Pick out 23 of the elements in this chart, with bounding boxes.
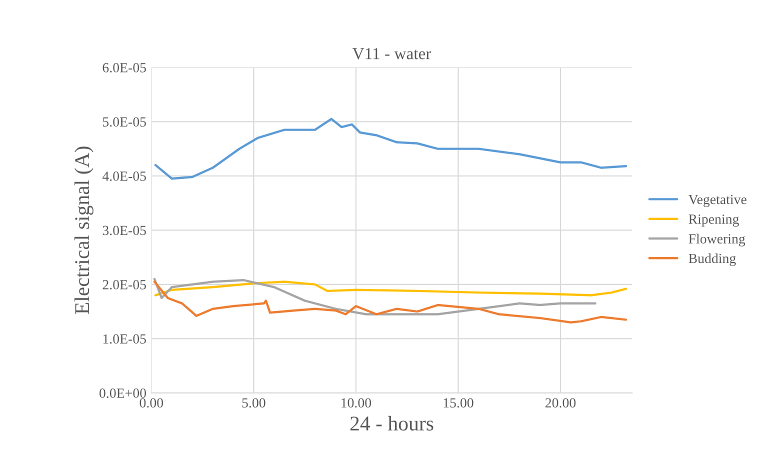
y-tick-label: 0.0E+00 (100, 388, 146, 398)
x-tick-label: 10.00 (342, 398, 372, 408)
legend-label: Ripening (688, 214, 739, 227)
legend-label: Flowering (688, 234, 746, 246)
line-series (154, 118, 628, 180)
chart-title: V11 - water (352, 48, 432, 60)
x-tick-label: 20.00 (545, 398, 576, 408)
y-tick-label: 4.0E-05 (102, 172, 146, 181)
x-tick-label: 15.00 (444, 398, 474, 408)
x-axis-title: 24 - hours (350, 416, 434, 431)
y-tick-label: 2.0E-05 (102, 280, 146, 290)
y-tick-label: 5.0E-05 (102, 117, 146, 127)
line-series (154, 280, 628, 296)
x-tick-label: 5.00 (242, 398, 266, 408)
y-tick-label: 1.0E-05 (103, 334, 146, 344)
legend-label: Vegetative (688, 194, 746, 208)
line-series (153, 278, 596, 316)
x-tick-label: 0.00 (140, 398, 164, 408)
legend-label: Budding (688, 253, 736, 266)
y-tick-label: 6.0E-05 (102, 63, 146, 72)
line-series (153, 280, 628, 324)
y-tick-label: 3.0E-05 (102, 226, 146, 236)
y-axis-title: Electrical signal (A) (74, 146, 94, 314)
